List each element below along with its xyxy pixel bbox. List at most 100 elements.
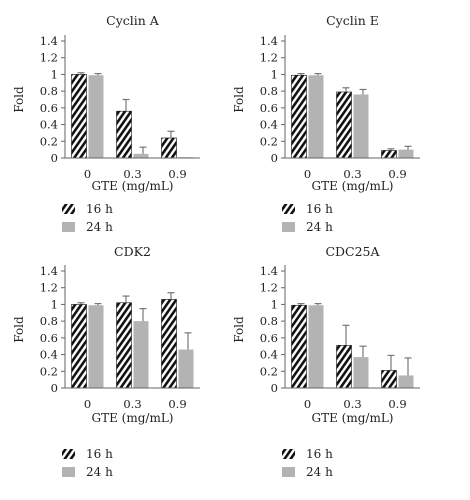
x-tick-label: 0 — [304, 167, 311, 181]
bar-24h-0 — [88, 305, 104, 388]
bar-24h-0.3 — [133, 321, 149, 388]
y-tick-label: 0.6 — [260, 331, 278, 345]
x-tick-label: 0 — [84, 397, 91, 411]
bar-16h-0.9 — [161, 299, 177, 389]
bar-16h-0.9 — [161, 137, 177, 159]
bar-16h-0.3 — [336, 345, 352, 389]
y-tick-label: 0.2 — [40, 134, 58, 148]
x-tick-label: 0.3 — [123, 397, 141, 411]
y-tick-label: 0.4 — [260, 118, 278, 132]
x-tick-label: 0.9 — [168, 397, 186, 411]
bar-24h-0 — [308, 75, 324, 158]
x-tick-label: 0 — [304, 397, 311, 411]
legend-label: 24 h — [86, 220, 113, 234]
legend-swatch-16h — [282, 449, 295, 459]
legend-swatch-24h — [282, 222, 295, 232]
chart-title: CDC25A — [325, 244, 380, 259]
x-tick-label: 0.9 — [388, 167, 406, 181]
bar-24h-0 — [308, 305, 324, 388]
legend-label: 16 h — [306, 447, 333, 461]
bar-16h-0.9 — [381, 370, 397, 389]
y-tick-label: 1.2 — [260, 281, 278, 295]
y-tick-label: 0.6 — [260, 101, 278, 115]
y-tick-label: 1.4 — [40, 34, 58, 48]
bar-16h-0.3 — [336, 91, 352, 159]
y-tick-label: 0.2 — [260, 364, 278, 378]
y-axis-label: Fold — [12, 316, 26, 343]
legend-label: 16 h — [86, 447, 113, 461]
legend-swatch-24h — [62, 222, 75, 232]
x-axis-label: GTE (mg/mL) — [312, 179, 394, 193]
bar-16h-0 — [291, 74, 307, 159]
x-axis-label: GTE (mg/mL) — [92, 179, 174, 193]
y-tick-label: 1 — [51, 67, 58, 81]
bar-24h-0.9 — [398, 375, 414, 388]
y-tick-label: 1.4 — [260, 34, 278, 48]
y-tick-label: 0.8 — [260, 314, 278, 328]
legend-label: 16 h — [306, 202, 333, 216]
y-tick-label: 1 — [51, 297, 58, 311]
bar-16h-0.3 — [116, 110, 132, 159]
bar-24h-0.3 — [353, 94, 369, 158]
y-tick-label: 0.6 — [40, 101, 58, 115]
y-tick-label: 1.2 — [40, 281, 58, 295]
y-tick-label: 1 — [271, 297, 278, 311]
x-tick-label: 0.3 — [343, 397, 361, 411]
legend-label: 24 h — [306, 465, 333, 479]
y-tick-label: 0.2 — [40, 364, 58, 378]
y-axis-label: Fold — [12, 86, 26, 113]
y-axis-label: Fold — [232, 316, 246, 343]
legend-label: 16 h — [86, 202, 113, 216]
chart-title: Cyclin A — [106, 13, 160, 28]
legend-label: 24 h — [306, 220, 333, 234]
bar-16h-0 — [71, 304, 87, 389]
y-tick-label: 0.8 — [40, 84, 58, 98]
x-axis-label: GTE (mg/mL) — [92, 411, 174, 425]
chart-panel-2: Cyclin E 0 0.2 0.4 0.6 0.8 1 1.2 1.4 Fold 0 0.3 0.9G… — [232, 13, 420, 234]
legend-label: 24 h — [86, 465, 113, 479]
y-tick-label: 0.2 — [260, 134, 278, 148]
chart-panel-4: CDC25A 0 0.2 0.4 0.6 0.8 1 1.2 1.4 Fold 0 0.3 0.9GTE… — [232, 244, 420, 479]
y-tick-label: 1.2 — [260, 51, 278, 65]
legend-swatch-16h — [282, 204, 295, 214]
legend-swatch-24h — [62, 467, 75, 477]
y-tick-label: 1.4 — [40, 264, 58, 278]
bar-24h-0.9 — [178, 349, 194, 388]
y-tick-label: 0.4 — [40, 348, 58, 362]
y-tick-label: 0.6 — [40, 331, 58, 345]
y-tick-label: 0.4 — [40, 118, 58, 132]
y-tick-label: 1 — [271, 67, 278, 81]
y-tick-label: 0 — [271, 151, 278, 165]
bar-16h-0.9 — [381, 150, 397, 159]
chart-title: CDK2 — [114, 244, 151, 259]
y-tick-label: 0 — [51, 151, 58, 165]
x-tick-label: 0.9 — [168, 167, 186, 181]
bar-16h-0.3 — [116, 302, 132, 389]
chart-panel-1: Cyclin A 0 0.2 0.4 0.6 0.8 1 1.2 1.4 Fold 0 0.3 0.9G… — [12, 13, 200, 234]
legend-swatch-16h — [62, 449, 75, 459]
bar-24h-0.3 — [353, 357, 369, 388]
bar-24h-0.3 — [133, 153, 149, 158]
bar-16h-0 — [71, 74, 87, 159]
y-tick-label: 1.4 — [260, 264, 278, 278]
x-tick-label: 0 — [84, 167, 91, 181]
legend-swatch-16h — [62, 204, 75, 214]
y-axis-label: Fold — [232, 86, 246, 113]
x-tick-label: 0.3 — [123, 167, 141, 181]
y-tick-label: 0.8 — [260, 84, 278, 98]
y-tick-label: 0 — [271, 381, 278, 395]
bar-24h-0.9 — [398, 149, 414, 158]
x-tick-label: 0.3 — [343, 167, 361, 181]
x-axis-label: GTE (mg/mL) — [312, 411, 394, 425]
x-tick-label: 0.9 — [388, 397, 406, 411]
y-tick-label: 0 — [51, 381, 58, 395]
legend-swatch-24h — [282, 467, 295, 477]
chart-title: Cyclin E — [326, 13, 379, 28]
y-tick-label: 1.2 — [40, 51, 58, 65]
y-tick-label: 0.8 — [40, 314, 58, 328]
bar-16h-0 — [291, 304, 307, 389]
y-tick-label: 0.4 — [260, 348, 278, 362]
bar-24h-0 — [88, 75, 104, 158]
